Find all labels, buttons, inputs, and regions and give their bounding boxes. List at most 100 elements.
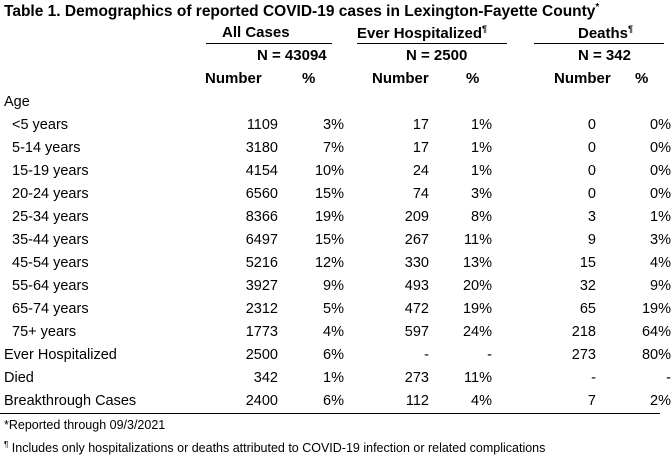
all-cases-number: 4154 xyxy=(245,163,278,179)
table-body: Age <5 years 1109 3% 17 1% 0 0% 5-14 yea… xyxy=(0,91,671,413)
col-header-number-1: Number xyxy=(205,70,262,87)
table-row: 55-64 years 3927 9% 493 20% 32 9% xyxy=(0,275,671,298)
col-header-pct-2: % xyxy=(466,70,480,87)
group-underline-ever-hospitalized xyxy=(357,43,507,44)
empty-cell xyxy=(492,91,596,114)
hospitalized-number: 209 xyxy=(404,209,429,225)
hospitalized-pct: 4% xyxy=(471,393,492,409)
hospitalized-pct: 13% xyxy=(462,255,492,271)
hospitalized-pct: 1% xyxy=(471,117,492,133)
all-cases-number: 6497 xyxy=(245,232,278,248)
all-cases-number: 3927 xyxy=(245,278,278,294)
group-header-deaths: Deaths¶ xyxy=(578,24,633,42)
all-cases-pct: 5% xyxy=(323,301,344,317)
summary-row: Breakthrough Cases 2400 6% 112 4% 7 2% xyxy=(0,390,671,413)
hospitalized-number: 17 xyxy=(412,140,429,156)
hospitalized-pct: 20% xyxy=(462,278,492,294)
row-label: <5 years xyxy=(12,117,69,133)
table-row: 15-19 years 4154 10% 24 1% 0 0% xyxy=(0,160,671,183)
empty-cell xyxy=(429,91,492,114)
hospitalized-number: 597 xyxy=(404,324,429,340)
all-cases-number: 3180 xyxy=(245,140,278,156)
footnote-mark: ¶ xyxy=(4,440,9,449)
all-cases-pct: 15% xyxy=(314,232,344,248)
col-header-pct-3: % xyxy=(635,70,649,87)
all-cases-pct: 12% xyxy=(314,255,344,271)
deaths-pct: 19% xyxy=(641,301,671,317)
hospitalized-pct: 11% xyxy=(464,232,492,248)
hospitalized-pct: 24% xyxy=(462,324,492,340)
group-header-all-cases: All Cases xyxy=(222,24,290,41)
col-header-number-3: Number xyxy=(554,70,611,87)
deaths-pct: 1% xyxy=(650,209,671,225)
empty-cell xyxy=(212,91,278,114)
section-row-age: Age xyxy=(0,91,671,114)
all-cases-pct: 9% xyxy=(323,278,344,294)
row-label: 25-34 years xyxy=(12,209,89,225)
row-label: 15-19 years xyxy=(12,163,89,179)
table-bottom-rule xyxy=(0,413,660,414)
empty-cell xyxy=(344,91,429,114)
deaths-number: 273 xyxy=(571,347,596,363)
summary-row: Ever Hospitalized 2500 6% - - 273 80% xyxy=(0,344,671,367)
group-underline-all-cases xyxy=(206,43,332,44)
col-header-number-2: Number xyxy=(372,70,429,87)
group-footnote-mark: ¶ xyxy=(482,24,488,34)
hospitalized-number: 17 xyxy=(412,117,429,133)
group-n-deaths: N = 342 xyxy=(578,47,631,64)
all-cases-pct: 3% xyxy=(323,117,344,133)
row-label: 65-74 years xyxy=(12,301,89,317)
all-cases-pct: 15% xyxy=(314,186,344,202)
table-row: 45-54 years 5216 12% 330 13% 15 4% xyxy=(0,252,671,275)
all-cases-number: 1109 xyxy=(246,117,278,133)
all-cases-number: 2500 xyxy=(245,347,278,363)
deaths-pct: 4% xyxy=(650,255,671,271)
row-label: 20-24 years xyxy=(12,186,89,202)
table-title: Table 1. Demographics of reported COVID-… xyxy=(4,2,599,21)
deaths-pct: 64% xyxy=(641,324,671,340)
group-label: All Cases xyxy=(222,24,290,41)
deaths-pct: 0% xyxy=(650,117,671,133)
deaths-number: 0 xyxy=(587,140,596,156)
deaths-number: 65 xyxy=(579,301,596,317)
hospitalized-number: 273 xyxy=(404,370,429,386)
group-n-all-cases: N = 43094 xyxy=(257,47,327,64)
hospitalized-pct: 19% xyxy=(462,301,492,317)
hospitalized-pct: - xyxy=(487,347,492,363)
group-label: Ever Hospitalized xyxy=(357,25,483,42)
footnote-includes-text: Includes only hospitalizations or deaths… xyxy=(8,441,546,456)
table-row: 5-14 years 3180 7% 17 1% 0 0% xyxy=(0,137,671,160)
all-cases-number: 2312 xyxy=(245,301,278,317)
table-row: 75+ years 1773 4% 597 24% 218 64% xyxy=(0,321,671,344)
all-cases-pct: 7% xyxy=(323,140,344,156)
group-footnote-mark: ¶ xyxy=(628,24,634,34)
demographics-table: Age <5 years 1109 3% 17 1% 0 0% 5-14 yea… xyxy=(0,91,671,413)
deaths-pct: 0% xyxy=(650,163,671,179)
table-title-text: Table 1. Demographics of reported COVID-… xyxy=(4,3,596,21)
hospitalized-pct: 1% xyxy=(471,140,492,156)
deaths-number: 0 xyxy=(587,117,596,133)
hospitalized-number: 493 xyxy=(404,278,429,294)
title-footnote-mark: * xyxy=(595,2,600,13)
deaths-pct: 2% xyxy=(650,393,671,409)
deaths-number: 0 xyxy=(587,163,596,179)
table-row: 25-34 years 8366 19% 209 8% 3 1% xyxy=(0,206,671,229)
empty-cell xyxy=(278,91,344,114)
deaths-number: 0 xyxy=(587,186,596,202)
deaths-pct: 3% xyxy=(650,232,671,248)
deaths-pct: 9% xyxy=(650,278,671,294)
deaths-pct: 0% xyxy=(650,140,671,156)
deaths-pct: 0% xyxy=(650,186,671,202)
table-row: 35-44 years 6497 15% 267 11% 9 3% xyxy=(0,229,671,252)
hospitalized-number: - xyxy=(424,347,429,363)
section-label-age: Age xyxy=(4,94,30,110)
row-label: 45-54 years xyxy=(12,255,89,271)
deaths-number: 7 xyxy=(587,393,596,409)
all-cases-number: 342 xyxy=(253,370,278,386)
group-header-ever-hospitalized: Ever Hospitalized¶ xyxy=(357,24,487,42)
all-cases-number: 2400 xyxy=(245,393,278,409)
hospitalized-pct: 3% xyxy=(471,186,492,202)
row-label: 35-44 years xyxy=(12,232,89,248)
hospitalized-pct: 11% xyxy=(464,370,492,386)
table-row: <5 years 1109 3% 17 1% 0 0% xyxy=(0,114,671,137)
